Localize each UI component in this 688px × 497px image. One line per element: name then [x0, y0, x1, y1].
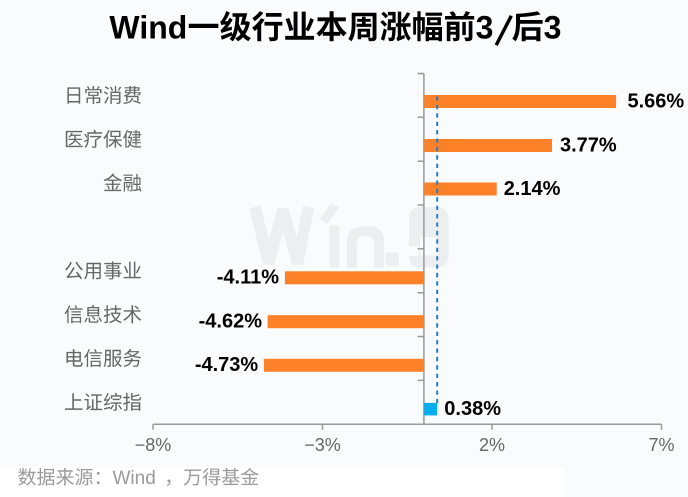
svg-text:5.66%: 5.66% — [628, 90, 685, 112]
svg-text:-4.11%: -4.11% — [217, 267, 279, 289]
svg-text:0.38%: 0.38% — [444, 398, 501, 420]
svg-text:−3%: −3% — [304, 435, 341, 455]
svg-text:2.14%: 2.14% — [504, 178, 561, 200]
svg-text:2%: 2% — [479, 435, 505, 455]
svg-text:−8%: −8% — [135, 435, 172, 455]
svg-text:-4.62%: -4.62% — [199, 311, 263, 333]
svg-text:-4.73%: -4.73% — [195, 354, 259, 376]
svg-text:3.77%: 3.77% — [560, 134, 617, 156]
svg-text:3: 3 — [476, 9, 494, 45]
svg-text:Wind: Wind — [109, 9, 187, 45]
svg-text:3: 3 — [544, 9, 562, 45]
svg-text:Wind: Wind — [113, 468, 156, 489]
svg-text:7%: 7% — [648, 435, 674, 455]
